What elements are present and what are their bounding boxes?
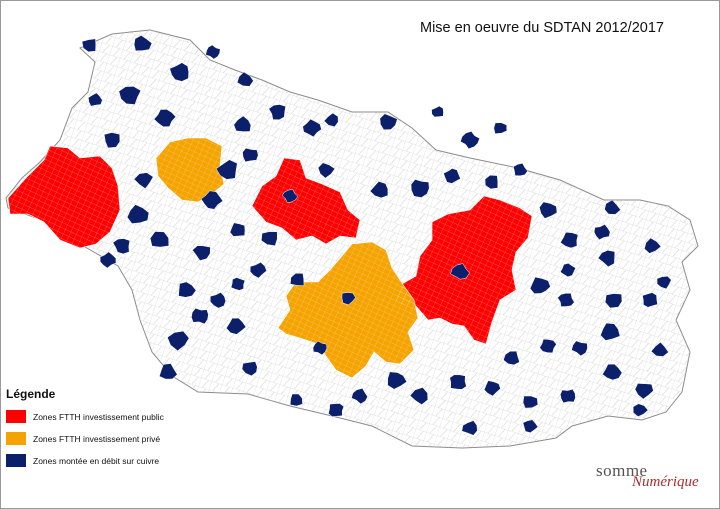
copper-upgrade-zone: [230, 277, 246, 291]
legend-swatch-copper-upgrade: [6, 454, 26, 467]
copper-upgrade-zone: [539, 338, 557, 354]
copper-upgrade-zone: [241, 361, 258, 377]
copper-upgrade-zone: [557, 293, 575, 307]
copper-upgrade-zone: [522, 395, 539, 409]
copper-upgrade-zone: [341, 292, 356, 306]
copper-upgrade-zone: [225, 317, 247, 335]
copper-upgrade-zone: [103, 132, 121, 149]
copper-upgrade-zone: [559, 263, 577, 278]
copper-upgrade-zone: [167, 330, 190, 352]
copper-upgrade-zone: [209, 292, 226, 309]
copper-upgrade-zone: [387, 371, 408, 390]
copper-upgrade-zone: [112, 238, 131, 255]
copper-upgrade-zone: [650, 341, 669, 357]
copper-upgrade-zone: [178, 281, 197, 298]
legend-label-copper-upgrade: Zones montée en débit sur cuivre: [33, 455, 160, 466]
copper-upgrade-zone: [169, 62, 189, 82]
copper-upgrade-zone: [192, 245, 211, 261]
copper-upgrade-zone: [205, 44, 221, 60]
copper-upgrade-zone: [461, 420, 478, 436]
copper-upgrade-zone: [513, 162, 528, 177]
copper-upgrade-zone: [261, 231, 278, 246]
copper-upgrade-zone: [81, 38, 97, 53]
copper-upgrade-zone: [126, 204, 150, 224]
copper-upgrade-zone: [88, 92, 103, 107]
legend-label-ftth-public: Zones FTTH investissement public: [33, 411, 164, 422]
copper-upgrade-zone: [632, 403, 649, 417]
copper-upgrade-zone: [118, 86, 142, 105]
copper-upgrade-zone: [560, 232, 579, 249]
copper-upgrade-zone: [483, 380, 501, 397]
copper-upgrade-zone: [443, 168, 461, 184]
copper-upgrade-zone: [529, 276, 551, 294]
logo-text-somme: somme: [596, 461, 648, 480]
copper-upgrade-zone: [539, 201, 558, 219]
copper-upgrade-zone: [236, 71, 254, 87]
copper-upgrade-zone: [503, 350, 520, 366]
somme-numerique-logo: somme Numérique: [596, 461, 708, 497]
copper-upgrade-zone: [656, 275, 672, 290]
copper-upgrade-zone: [602, 363, 623, 381]
map-title: Mise en oeuvre du SDTAN 2012/2017: [420, 20, 664, 36]
copper-upgrade-zone: [290, 273, 305, 286]
copper-upgrade-zone: [604, 199, 621, 215]
copper-upgrade-zone: [379, 113, 398, 131]
copper-upgrade-zone: [634, 383, 654, 400]
commune-boundaries: [6, 30, 698, 448]
copper-upgrade-zone: [351, 388, 368, 405]
copper-upgrade-zone: [571, 340, 588, 357]
copper-upgrade-zone: [493, 122, 508, 134]
copper-upgrade-zone: [302, 118, 322, 138]
copper-upgrade-zone: [153, 109, 177, 127]
copper-upgrade-zone: [600, 322, 621, 341]
copper-upgrade-zones: [81, 35, 672, 436]
copper-upgrade-zone: [133, 172, 154, 189]
copper-upgrade-zone: [328, 403, 345, 417]
copper-upgrade-zone: [522, 419, 539, 433]
copper-upgrade-zone: [484, 174, 499, 190]
legend-swatch-ftth-private: [6, 432, 26, 445]
copper-upgrade-zone: [133, 35, 153, 52]
copper-upgrade-zone: [242, 147, 259, 163]
legend-title: Légende: [6, 387, 56, 401]
copper-upgrade-zone: [644, 237, 662, 254]
logo-text-numerique: Numérique: [632, 474, 699, 490]
copper-upgrade-zone: [560, 388, 576, 404]
copper-upgrade-zone: [215, 159, 238, 180]
copper-upgrade-zone: [409, 387, 429, 405]
copper-upgrade-zone: [200, 190, 224, 210]
copper-upgrade-zone: [604, 293, 623, 309]
copper-upgrade-zone: [268, 104, 286, 120]
copper-upgrade-zone: [431, 105, 444, 118]
copper-upgrade-zone: [289, 393, 303, 407]
copper-upgrade-zone: [99, 251, 117, 269]
legend: Légende Zones FTTH investissement public…: [6, 387, 164, 475]
copper-upgrade-zone: [323, 112, 339, 127]
copper-upgrade-zone: [233, 115, 252, 132]
legend-item-copper-upgrade: Zones montée en débit sur cuivre: [6, 453, 164, 468]
copper-upgrade-zone: [312, 340, 328, 356]
copper-upgrade-zone: [410, 179, 430, 198]
copper-upgrade-zone: [460, 131, 481, 150]
legend-swatch-ftth-public: [6, 410, 26, 423]
copper-upgrade-zone: [450, 263, 470, 280]
copper-upgrade-zone: [449, 374, 467, 390]
copper-upgrade-zone: [281, 189, 299, 203]
copper-upgrade-zone: [369, 181, 389, 199]
copper-upgrade-zone: [149, 231, 170, 248]
legend-item-ftth-private: Zones FTTH investissement privé: [6, 431, 164, 446]
copper-upgrade-zone: [191, 307, 209, 325]
copper-upgrade-zone: [249, 261, 267, 279]
copper-upgrade-zone: [642, 292, 658, 308]
copper-upgrade-zone: [597, 250, 616, 268]
copper-upgrade-zone: [593, 224, 611, 241]
copper-upgrade-zone: [317, 162, 336, 179]
copper-upgrade-zone: [158, 363, 178, 380]
legend-label-ftth-private: Zones FTTH investissement privé: [33, 433, 161, 444]
legend-item-ftth-public: Zones FTTH investissement public: [6, 409, 164, 424]
copper-upgrade-zone: [229, 222, 246, 237]
